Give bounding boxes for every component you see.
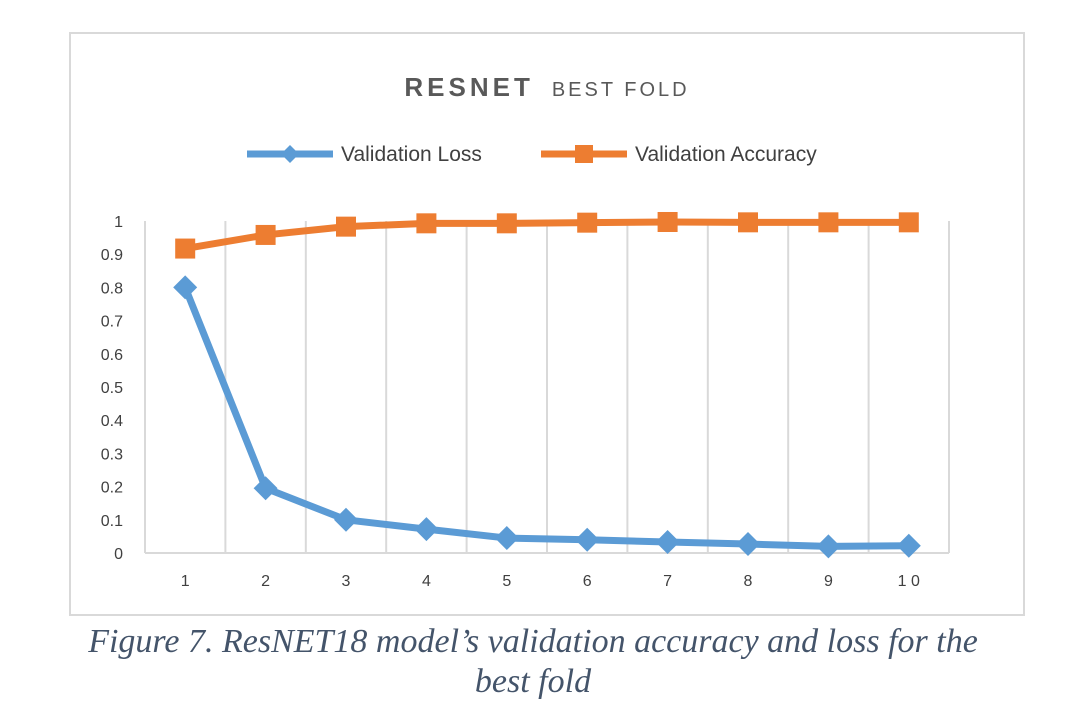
validation-loss-point bbox=[575, 527, 600, 552]
validation-accuracy-point bbox=[175, 238, 196, 259]
chart-title: RESNET BEST FOLD bbox=[404, 72, 689, 102]
y-tick-label: 0.4 bbox=[101, 413, 123, 430]
validation-loss-point bbox=[253, 476, 278, 501]
chart-grid bbox=[144, 221, 950, 554]
validation-accuracy-series bbox=[175, 211, 919, 259]
validation-loss-point bbox=[334, 507, 358, 532]
chart-legend: Validation Loss Validation Accuracy bbox=[247, 143, 817, 166]
validation-accuracy-point bbox=[496, 213, 517, 234]
validation-accuracy-point bbox=[738, 212, 758, 233]
legend-label: Validation Accuracy bbox=[635, 143, 817, 166]
line-chart: RESNET BEST FOLD Validation Loss Validati… bbox=[101, 72, 950, 590]
validation-accuracy-point bbox=[577, 212, 598, 233]
y-tick-label: 0.8 bbox=[101, 280, 123, 297]
validation-loss-point bbox=[736, 532, 760, 557]
y-axis-ticks: 0 0.1 0.2 0.3 0.4 0.5 0.6 0.7 0.8 0.9 1 bbox=[101, 214, 123, 563]
x-tick-label: 4 bbox=[422, 573, 431, 590]
legend-swatch-marker bbox=[575, 145, 593, 163]
y-tick-label: 0.5 bbox=[101, 380, 123, 397]
validation-accuracy-point bbox=[898, 212, 919, 233]
y-tick-label: 0.1 bbox=[101, 513, 123, 530]
validation-accuracy-line bbox=[184, 218, 909, 253]
chart-title-sub: BEST FOLD bbox=[552, 79, 690, 101]
chart-title-main: RESNET bbox=[404, 72, 533, 102]
validation-accuracy-point bbox=[336, 216, 356, 237]
y-tick-label: 0.2 bbox=[101, 480, 123, 497]
legend-item-validation-loss: Validation Loss bbox=[247, 143, 482, 166]
x-tick-label: 6 bbox=[583, 573, 592, 590]
chart-frame: RESNET BEST FOLD Validation Loss Validati… bbox=[69, 32, 1025, 616]
x-tick-label: 1 bbox=[181, 573, 190, 590]
x-tick-label: 7 bbox=[663, 573, 672, 590]
y-tick-label: 0 bbox=[114, 546, 123, 563]
legend-item-validation-accuracy: Validation Accuracy bbox=[541, 143, 817, 166]
validation-loss-point bbox=[414, 517, 439, 542]
validation-loss-point bbox=[816, 534, 841, 559]
y-tick-label: 0.6 bbox=[101, 347, 123, 364]
validation-loss-series bbox=[173, 275, 921, 559]
validation-loss-point bbox=[655, 530, 680, 555]
validation-accuracy-point bbox=[416, 213, 437, 234]
figure-caption: Figure 7. ResNET18 model’s validation ac… bbox=[0, 622, 1066, 702]
validation-loss-point bbox=[896, 533, 921, 558]
x-tick-label: 1 0 bbox=[898, 573, 920, 590]
legend-label: Validation Loss bbox=[341, 143, 482, 166]
y-tick-label: 0.7 bbox=[101, 314, 123, 331]
x-tick-label: 8 bbox=[744, 573, 753, 590]
validation-accuracy-point bbox=[818, 212, 839, 233]
y-tick-label: 1 bbox=[114, 214, 123, 231]
x-tick-label: 2 bbox=[261, 573, 270, 590]
x-axis-ticks: 1 2 3 4 5 6 7 8 9 1 0 bbox=[181, 573, 920, 590]
chart-series bbox=[173, 211, 921, 559]
x-tick-label: 5 bbox=[502, 573, 511, 590]
validation-loss-point bbox=[173, 275, 198, 300]
x-tick-label: 9 bbox=[824, 573, 833, 590]
figure-caption-line-1: Figure 7. ResNET18 model’s validation ac… bbox=[88, 623, 978, 660]
x-tick-label: 3 bbox=[342, 573, 351, 590]
validation-accuracy-point bbox=[255, 224, 276, 245]
figure-caption-line-2: best fold bbox=[474, 663, 592, 700]
validation-loss-line bbox=[181, 286, 909, 550]
y-tick-label: 0.3 bbox=[101, 446, 123, 463]
y-tick-label: 0.9 bbox=[101, 247, 123, 264]
validation-loss-point bbox=[494, 526, 519, 551]
validation-accuracy-point bbox=[657, 211, 678, 232]
legend-swatch-marker bbox=[281, 145, 299, 163]
